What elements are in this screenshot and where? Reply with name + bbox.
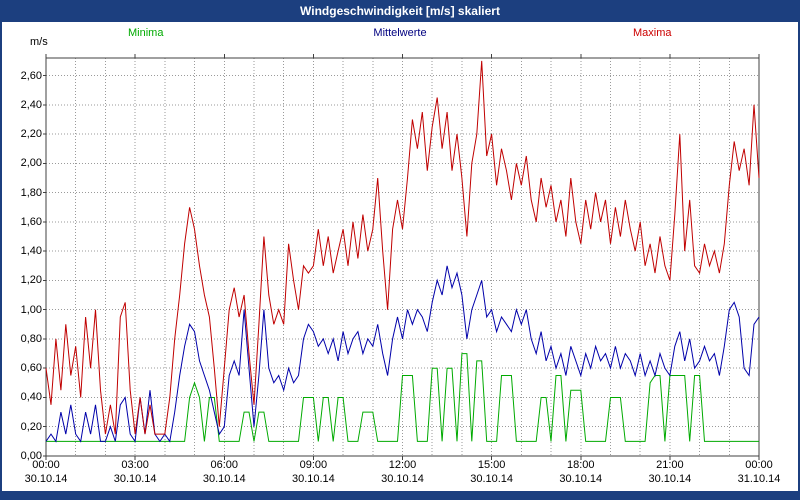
x-tick-time: 03:00 [121, 459, 149, 471]
y-tick-label: 2,40 [20, 98, 42, 111]
x-tick-date: 30.10.14 [470, 473, 514, 485]
y-tick-label: 1,40 [20, 245, 42, 258]
y-tick-label: 2,20 [20, 128, 42, 141]
x-tick-time: 00:00 [745, 459, 773, 471]
x-tick-date: 30.10.14 [648, 473, 692, 485]
x-tick-date: 30.10.14 [113, 473, 157, 485]
legend-minima: Minima [128, 27, 164, 39]
legend-maxima: Maxima [633, 27, 672, 39]
x-tick-date: 31.10.14 [737, 473, 781, 485]
title-bar: Windgeschwindigkeit [m/s] skaliert [2, 0, 798, 22]
y-tick-label: 1,60 [20, 215, 42, 228]
y-tick-label: 2,00 [20, 157, 42, 170]
x-tick-date: 30.10.14 [202, 473, 246, 485]
bottom-bar [2, 491, 798, 500]
y-tick-label: 0,60 [20, 362, 42, 375]
x-tick-time: 12:00 [388, 459, 417, 471]
y-tick-label: 0,20 [20, 420, 42, 433]
x-tick-date: 30.10.14 [24, 473, 68, 485]
y-tick-label: 0,00 [20, 450, 42, 462]
x-tick-time: 21:00 [656, 459, 684, 471]
x-tick-time: 15:00 [477, 459, 506, 471]
y-tick-label: 1,20 [20, 274, 42, 287]
x-tick-time: 00:00 [32, 459, 60, 471]
maxima-line [45, 60, 760, 435]
x-tick-time: 18:00 [566, 459, 595, 471]
x-tick-date: 30.10.14 [559, 473, 603, 485]
x-tick-date: 30.10.14 [381, 473, 424, 485]
y-tick-label: 1,80 [20, 186, 42, 199]
y-tick-label: 2,60 [20, 69, 42, 82]
y-tick-label: 1,00 [20, 303, 42, 316]
x-tick-time: 06:00 [210, 459, 239, 471]
x-tick-time: 09:00 [299, 459, 328, 471]
y-tick-label: 0,40 [20, 391, 42, 404]
x-tick-date: 30.10.14 [291, 473, 335, 485]
legend-mittelwerte: Mittelwerte [373, 27, 427, 39]
minima-line [46, 353, 759, 442]
y-tick-label: 0,80 [20, 332, 42, 345]
y-axis-unit-label: m/s [30, 36, 48, 48]
